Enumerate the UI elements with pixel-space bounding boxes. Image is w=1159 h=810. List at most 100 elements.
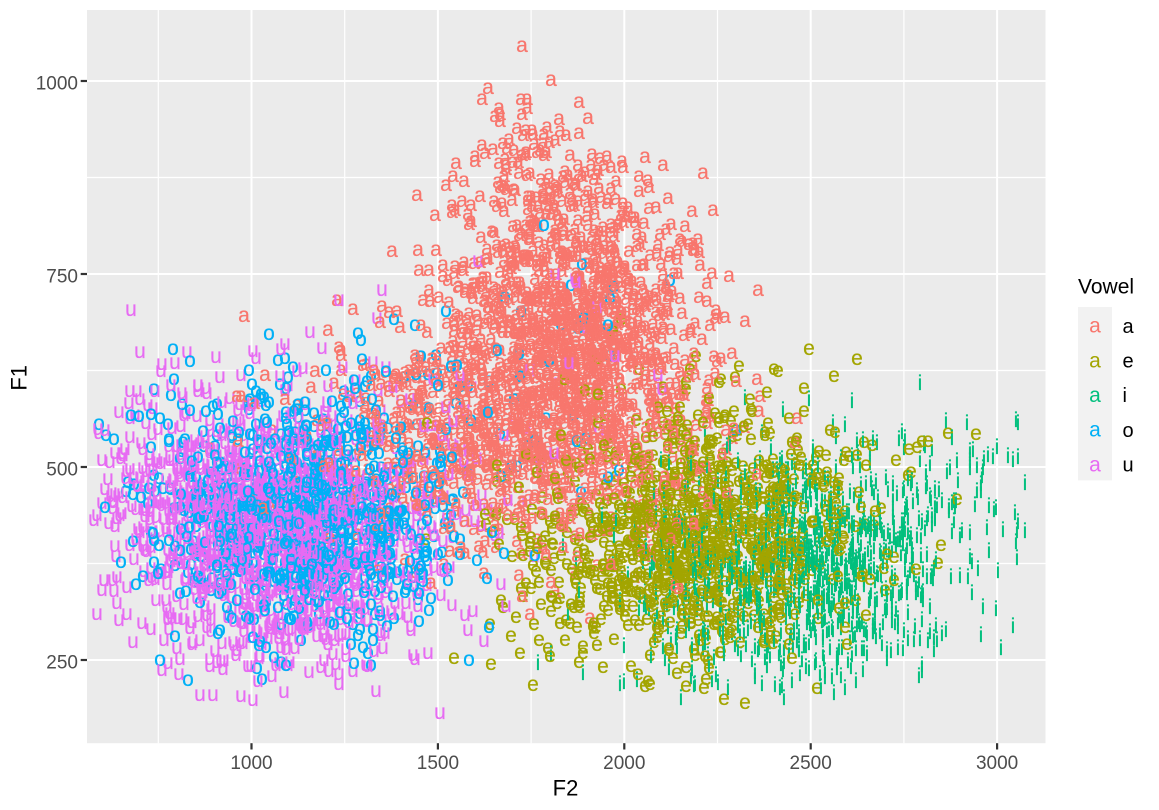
svg-text:e: e <box>622 528 634 551</box>
svg-text:o: o <box>220 527 232 550</box>
svg-text:u: u <box>237 631 249 654</box>
svg-text:e: e <box>828 364 840 387</box>
svg-text:o: o <box>223 603 235 626</box>
svg-text:o: o <box>187 457 199 480</box>
svg-text:u: u <box>184 616 196 639</box>
svg-text:e: e <box>700 667 712 690</box>
svg-text:e: e <box>739 691 751 714</box>
svg-text:o: o <box>283 462 295 485</box>
svg-text:u: u <box>303 660 315 683</box>
svg-text:o: o <box>481 566 493 589</box>
svg-text:i: i <box>958 565 963 588</box>
svg-text:u: u <box>156 352 168 375</box>
svg-text:a: a <box>487 137 499 160</box>
svg-text:e: e <box>735 588 747 611</box>
svg-text:o: o <box>379 504 391 527</box>
svg-text:i: i <box>749 611 754 634</box>
svg-text:e: e <box>577 641 589 664</box>
svg-text:o: o <box>272 480 284 503</box>
svg-text:u: u <box>278 573 290 596</box>
svg-text:u: u <box>192 373 204 396</box>
svg-text:a: a <box>476 87 488 110</box>
svg-text:o: o <box>302 493 314 516</box>
svg-text:a: a <box>640 457 652 480</box>
svg-text:i: i <box>837 561 842 584</box>
svg-text:u: u <box>363 527 375 550</box>
svg-text:u: u <box>340 637 352 660</box>
svg-text:a: a <box>666 279 678 302</box>
svg-text:a: a <box>238 304 250 327</box>
svg-text:i: i <box>934 615 939 638</box>
svg-text:i: i <box>790 670 795 693</box>
svg-text:e: e <box>660 562 672 585</box>
svg-text:a: a <box>511 116 523 139</box>
svg-text:i: i <box>717 524 722 547</box>
svg-text:e: e <box>775 577 787 600</box>
svg-text:u: u <box>255 434 267 457</box>
svg-text:u: u <box>91 602 103 625</box>
svg-text:a: a <box>347 297 359 320</box>
svg-text:e: e <box>579 496 591 519</box>
svg-text:a: a <box>697 161 709 184</box>
svg-text:i: i <box>949 566 954 589</box>
svg-text:i: i <box>970 551 975 574</box>
svg-text:i: i <box>908 560 913 583</box>
svg-text:i: i <box>926 630 931 653</box>
svg-text:i: i <box>970 582 975 605</box>
svg-text:u: u <box>201 615 213 638</box>
svg-text:a: a <box>480 429 492 452</box>
svg-text:e: e <box>803 337 815 360</box>
svg-text:e: e <box>810 445 822 468</box>
svg-text:a: a <box>468 251 480 274</box>
svg-text:a: a <box>586 337 598 360</box>
svg-text:e: e <box>767 480 779 503</box>
svg-text:o: o <box>280 376 292 399</box>
svg-text:i: i <box>823 660 828 683</box>
svg-text:o: o <box>316 498 328 521</box>
svg-text:o: o <box>275 650 287 673</box>
svg-text:o: o <box>359 501 371 524</box>
svg-text:a: a <box>626 376 638 399</box>
svg-text:a: a <box>566 437 578 460</box>
svg-text:o: o <box>244 521 256 544</box>
svg-text:u: u <box>247 339 259 362</box>
svg-text:a: a <box>667 445 679 468</box>
svg-text:i: i <box>789 575 794 598</box>
svg-text:i: i <box>976 558 981 581</box>
svg-text:o: o <box>176 439 188 462</box>
svg-text:e: e <box>608 627 620 650</box>
svg-text:e: e <box>730 525 742 548</box>
svg-text:e: e <box>527 673 539 696</box>
svg-text:a: a <box>639 294 651 317</box>
svg-text:o: o <box>411 412 423 435</box>
svg-text:u: u <box>306 558 318 581</box>
svg-text:o: o <box>328 513 340 536</box>
svg-text:a: a <box>430 238 442 261</box>
svg-text:a: a <box>651 241 663 264</box>
svg-text:e: e <box>610 440 622 463</box>
svg-text:i: i <box>987 540 992 563</box>
svg-text:a: a <box>617 155 629 178</box>
svg-text:e: e <box>776 504 788 527</box>
svg-text:u: u <box>447 525 459 548</box>
svg-text:i: i <box>910 470 915 493</box>
svg-text:e: e <box>758 549 770 572</box>
svg-text:o: o <box>293 535 305 558</box>
svg-text:a: a <box>464 426 476 449</box>
svg-text:u: u <box>325 487 337 510</box>
svg-text:o: o <box>340 443 352 466</box>
svg-text:e: e <box>624 481 636 504</box>
svg-text:o: o <box>294 485 306 508</box>
svg-text:a: a <box>609 286 621 309</box>
svg-text:a: a <box>556 275 568 298</box>
svg-text:u: u <box>194 683 206 706</box>
svg-text:e: e <box>520 571 532 594</box>
svg-text:e: e <box>640 540 652 563</box>
svg-text:o: o <box>442 511 454 534</box>
svg-text:a: a <box>517 444 529 467</box>
svg-text:a: a <box>657 153 669 176</box>
svg-text:u: u <box>264 543 276 566</box>
svg-text:u: u <box>88 508 100 531</box>
svg-text:u: u <box>124 406 136 429</box>
svg-text:a: a <box>511 213 523 236</box>
